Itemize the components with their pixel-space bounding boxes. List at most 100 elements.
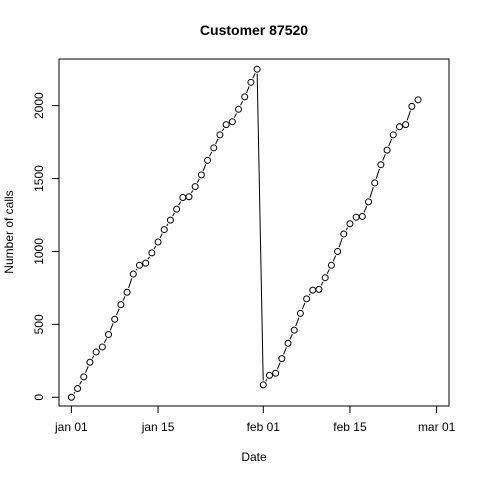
y-tick-label: 500 — [32, 314, 46, 334]
series-line-segment — [153, 245, 157, 250]
series-line-segment — [326, 269, 330, 274]
series-line-segment — [252, 73, 256, 79]
series-line-segment — [128, 278, 133, 289]
series-line-segment — [289, 334, 293, 340]
data-point — [173, 205, 181, 213]
y-tick-label: 0 — [32, 394, 46, 401]
data-point — [185, 193, 193, 201]
data-point — [216, 131, 224, 139]
data-point — [346, 220, 354, 228]
series-line-segment — [73, 391, 76, 394]
series-line-segment — [202, 164, 207, 171]
data-point — [377, 161, 385, 169]
series-line-segment — [345, 227, 349, 231]
plot-area-frame — [58, 58, 450, 407]
data-point — [235, 105, 243, 113]
data-point — [334, 247, 342, 255]
data-point — [389, 131, 397, 139]
series-line-segment — [196, 178, 200, 183]
series-line-segment — [166, 223, 169, 227]
y-tick-label: 1000 — [32, 238, 46, 265]
data-point — [74, 385, 82, 393]
data-point — [105, 331, 113, 339]
data-point — [117, 301, 125, 309]
data-point — [191, 183, 199, 191]
data-point — [284, 339, 292, 347]
data-point — [278, 355, 286, 363]
series-line-segment — [295, 317, 300, 327]
data-point — [402, 121, 410, 129]
data-point — [259, 381, 267, 389]
data-point — [197, 171, 205, 179]
data-point — [98, 343, 106, 351]
x-axis: jan 01 jan 15 feb 01 feb 15 mar 01 — [54, 405, 456, 434]
series-line-segment — [172, 212, 175, 217]
x-tick-label: jan 01 — [54, 420, 88, 434]
x-tick-label: feb 15 — [333, 420, 367, 434]
series-line-segment — [221, 128, 225, 132]
data-point — [358, 212, 366, 220]
data-point — [303, 295, 311, 303]
data-point — [321, 274, 329, 282]
data-point — [340, 230, 348, 238]
series-line-segment — [382, 154, 386, 161]
data-point — [241, 93, 249, 101]
y-axis-label: Number of calls — [2, 190, 16, 273]
series-line-segment — [265, 378, 268, 382]
data-point — [148, 249, 156, 257]
data-point — [414, 96, 422, 104]
data-point — [383, 146, 391, 154]
data-point — [179, 194, 187, 202]
data-point — [111, 315, 119, 323]
series-line-segment — [283, 347, 287, 355]
series-line-segment — [240, 100, 244, 106]
series-line-segment — [116, 308, 120, 316]
data-point — [86, 358, 94, 366]
series-line-segment — [109, 323, 114, 331]
data-point — [204, 156, 212, 164]
data-point — [228, 118, 236, 126]
series-line-segment — [209, 151, 213, 157]
data-point — [272, 369, 280, 377]
series-line-segment — [276, 362, 281, 370]
data-point — [352, 213, 360, 221]
data-point — [142, 259, 150, 267]
data-point — [296, 309, 304, 317]
series-line-segment — [178, 201, 182, 206]
series-line-segment — [256, 73, 264, 381]
y-axis: 0 500 1000 1500 2000 — [32, 92, 60, 401]
series-line-segment — [246, 86, 250, 93]
data-point — [222, 121, 230, 129]
series-line-segment — [369, 187, 374, 198]
data-point — [408, 102, 416, 110]
data-point — [80, 373, 88, 381]
series-line-segment — [388, 138, 393, 147]
data-point — [123, 288, 131, 296]
series-points — [67, 65, 422, 401]
data-point — [265, 371, 273, 379]
series-line-segment — [135, 268, 138, 271]
x-tick-label: feb 01 — [247, 420, 281, 434]
series-line-segment — [301, 302, 306, 310]
series-line-segment — [122, 296, 126, 301]
series-line-segment — [79, 380, 83, 385]
x-axis-label: Date — [241, 450, 267, 464]
series-line-segment — [363, 205, 368, 213]
series-line-segment — [147, 256, 150, 260]
series-line-segment — [233, 113, 237, 118]
x-tick-label: jan 15 — [141, 420, 175, 434]
x-tick-label: mar 01 — [418, 420, 456, 434]
data-point — [154, 238, 162, 246]
series-line-segment — [395, 130, 398, 132]
data-point — [92, 348, 100, 356]
data-point — [290, 326, 298, 334]
data-point — [129, 270, 137, 278]
data-point — [365, 198, 373, 206]
series-line-segment — [103, 338, 107, 344]
data-point — [315, 285, 323, 293]
series-line-segment — [91, 355, 95, 359]
y-tick-label: 2000 — [32, 92, 46, 119]
data-point — [210, 144, 218, 152]
series-line-segment — [406, 110, 411, 121]
